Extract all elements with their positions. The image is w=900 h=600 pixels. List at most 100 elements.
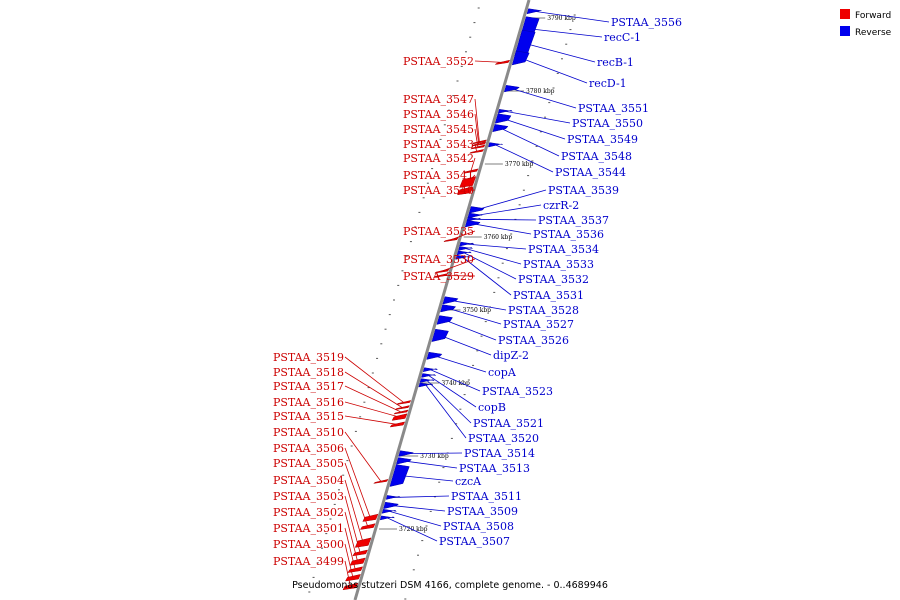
reverse-gene	[492, 124, 509, 133]
reverse-gene-label: PSTAA_3534	[528, 243, 599, 256]
forward-gene-label: PSTAA_3540	[403, 184, 474, 197]
reverse-leader	[430, 369, 481, 392]
forward-gene-label: PSTAA_3503	[273, 490, 344, 503]
forward-leader	[344, 371, 403, 408]
legend-forward-swatch	[840, 9, 850, 19]
reverse-leader	[444, 319, 497, 341]
reverse-gene-label: PSTAA_3528	[508, 304, 579, 317]
forward-gene-label: PSTAA_3505	[273, 457, 344, 470]
reverse-gene	[488, 142, 503, 148]
reverse-gene	[459, 241, 475, 247]
forward-gene	[432, 273, 449, 278]
reverse-leader	[505, 110, 571, 124]
reverse-leader	[434, 355, 487, 373]
reverse-gene-label: PSTAA_3523	[482, 385, 553, 398]
reverse-gene-label: PSTAA_3513	[459, 462, 530, 475]
reverse-gene-label: PSTAA_3548	[561, 150, 632, 163]
reverse-gene-label: copB	[478, 401, 506, 414]
reverse-gene	[503, 85, 520, 93]
reverse-leader	[520, 57, 588, 84]
reverse-gene-label: PSTAA_3551	[578, 102, 649, 115]
forward-gene	[395, 400, 412, 405]
reverse-leader	[399, 475, 454, 482]
forward-gene-label: PSTAA_3535	[403, 225, 474, 238]
reverse-gene-label: PSTAA_3508	[443, 520, 514, 533]
forward-leader	[474, 98, 480, 142]
reverse-gene-label: PSTAA_3556	[611, 16, 682, 29]
reverse-gene-label: dipZ-2	[493, 349, 529, 362]
reverse-leader	[466, 243, 527, 250]
reverse-gene	[526, 8, 542, 15]
reverse-leader	[426, 380, 472, 424]
forward-gene	[433, 268, 450, 274]
label-leader-lines	[344, 10, 610, 587]
reverse-gene-label: PSTAA_3509	[447, 505, 518, 518]
gene-labels: PSTAA_3552 PSTAA_3547 PSTAA_3546 PSTAA_3545…	[273, 16, 682, 568]
reverse-gene-label: recB-1	[597, 56, 634, 69]
forward-gene	[345, 574, 361, 582]
legend-reverse-swatch	[840, 26, 850, 36]
forward-gene	[457, 186, 474, 196]
reverse-gene-label: recD-1	[589, 77, 627, 90]
reverse-gene	[383, 501, 400, 510]
forward-gene	[459, 176, 477, 188]
reverse-gene	[419, 378, 436, 383]
forward-leader	[344, 356, 405, 403]
reverse-gene	[497, 109, 514, 114]
reverse-leader	[447, 307, 502, 325]
forward-gene	[372, 479, 389, 484]
forward-gene-label: PSTAA_3500	[273, 538, 344, 551]
forward-gene-label: PSTAA_3502	[273, 506, 344, 519]
reverse-gene-label: PSTAA_3527	[503, 318, 574, 331]
scale-label: 3780 kbp	[526, 88, 555, 95]
reverse-gene-label: PSTAA_3544	[555, 166, 626, 179]
reverse-gene-label: PSTAA_3514	[464, 447, 535, 460]
reverse-gene	[381, 509, 398, 514]
reverse-gene	[431, 328, 449, 342]
reverse-gene-label: PSTAA_3532	[518, 273, 589, 286]
reverse-leader	[511, 88, 577, 109]
scale-label: 3740 kbp	[441, 380, 470, 387]
reverse-gene	[379, 515, 396, 521]
forward-gene	[494, 59, 511, 65]
reverse-gene-label: PSTAA_3539	[548, 184, 619, 197]
forward-gene	[463, 168, 479, 174]
reverse-gene-label: PSTAA_3520	[468, 432, 539, 445]
scale-label: 3770 kbp	[505, 161, 534, 168]
forward-gene	[470, 141, 487, 147]
reverse-leader	[393, 495, 450, 498]
reverse-leader	[500, 127, 560, 157]
forward-gene-label: PSTAA_3543	[403, 138, 474, 151]
reverse-leader	[502, 118, 566, 140]
forward-gene-label: PSTAA_3545	[403, 123, 474, 136]
reverse-leader	[428, 375, 477, 408]
forward-leader	[474, 60, 503, 63]
reverse-gene	[458, 246, 474, 251]
forward-gene	[391, 413, 408, 421]
reverse-gene-label: czrR-2	[543, 199, 579, 212]
legend: Forward Reverse	[840, 9, 892, 38]
reverse-leader	[534, 10, 610, 23]
tick-marks	[308, 7, 576, 600]
forward-gene-label: PSTAA_3542	[403, 152, 474, 165]
forward-gene	[354, 537, 372, 548]
reverse-gene	[440, 304, 457, 313]
reverse-gene-label: PSTAA_3533	[523, 258, 594, 271]
reverse-gene	[467, 212, 483, 219]
reverse-leader	[495, 144, 554, 173]
forward-leader	[344, 385, 402, 413]
forward-gene	[359, 523, 376, 530]
forward-gene	[389, 421, 406, 428]
forward-gene-label: PSTAA_3547	[403, 93, 474, 106]
forward-leader	[344, 431, 382, 482]
forward-gene	[443, 237, 459, 243]
reverse-leader	[529, 28, 603, 38]
forward-gene-label: PSTAA_3530	[403, 253, 474, 266]
forward-leader	[474, 113, 480, 145]
scale-label: 3730 kbp	[420, 453, 449, 460]
forward-gene-label: PSTAA_3541	[403, 169, 474, 182]
reverse-gene-label: PSTAA_3507	[439, 535, 510, 548]
forward-leader	[344, 401, 400, 418]
genome-caption: Pseudomonas stutzeri DSM 4166, complete …	[292, 580, 608, 591]
forward-gene-label: PSTAA_3516	[273, 396, 344, 409]
